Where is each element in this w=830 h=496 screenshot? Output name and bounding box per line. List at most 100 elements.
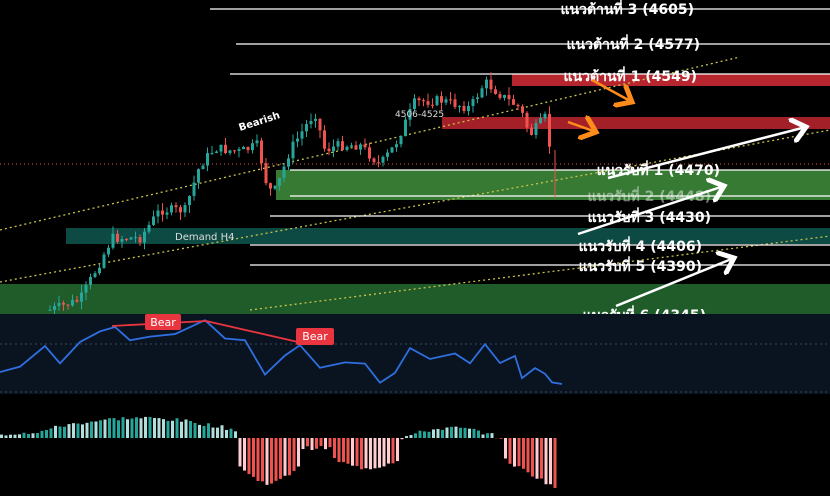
candle-body — [188, 196, 191, 205]
histogram-bar — [545, 438, 548, 484]
candle-body — [440, 96, 443, 103]
candle-body — [449, 99, 452, 100]
histogram-bar — [99, 420, 102, 438]
histogram-bar — [279, 438, 282, 479]
candle-body — [269, 183, 272, 188]
candle-body — [229, 150, 232, 153]
candle-body — [386, 153, 389, 157]
candle-body — [400, 136, 403, 144]
candle-body — [116, 234, 119, 242]
resistance-zone-lower — [442, 117, 830, 129]
histogram-bar — [90, 422, 93, 438]
histogram-bar — [293, 438, 296, 471]
candle-body — [467, 106, 470, 111]
histogram-bar — [383, 438, 386, 466]
candle-body — [184, 205, 187, 212]
histogram-bar — [212, 428, 215, 438]
histogram-bar — [140, 418, 143, 438]
candle-body — [445, 99, 448, 102]
histogram-bar — [284, 438, 287, 476]
histogram-bar — [419, 431, 422, 438]
candle-body — [121, 239, 124, 242]
histogram-bar — [378, 438, 381, 468]
histogram-bar — [68, 424, 71, 438]
histogram-bar — [396, 438, 399, 461]
candle-body — [170, 205, 173, 212]
candle-body — [62, 303, 65, 305]
histogram-bar — [333, 438, 336, 458]
candle-body — [323, 130, 326, 148]
candle-body — [301, 131, 304, 138]
histogram-bar — [360, 438, 363, 469]
histogram-bar — [338, 438, 341, 462]
histogram-bar — [306, 438, 309, 446]
candle-body — [485, 80, 488, 89]
histogram-bar — [225, 430, 228, 438]
candle-body — [548, 114, 551, 147]
candle-body — [512, 99, 515, 105]
histogram-bar — [540, 438, 543, 479]
candle-body — [71, 300, 74, 306]
candle-body — [476, 97, 479, 99]
histogram-bar — [518, 438, 521, 466]
candle-body — [53, 306, 56, 310]
histogram-bar — [509, 438, 512, 464]
candle-body — [422, 100, 425, 101]
histogram-bar — [455, 427, 458, 438]
histogram-bar — [482, 434, 485, 438]
candle-body — [499, 94, 502, 98]
candle-body — [328, 149, 331, 152]
histogram-bar — [473, 429, 476, 438]
candle-body — [134, 237, 137, 238]
candle-body — [530, 128, 533, 135]
candle-body — [350, 145, 353, 146]
candle-body — [458, 106, 461, 107]
candle-body — [161, 211, 164, 215]
histogram-bar — [311, 438, 314, 450]
histogram-bar — [203, 426, 206, 438]
candle-body — [494, 89, 497, 94]
histogram-bar — [320, 438, 323, 446]
candle-body — [364, 144, 367, 147]
histogram-bar — [491, 433, 494, 438]
histogram-bar — [77, 424, 80, 438]
candle-body — [175, 205, 178, 207]
candle-body — [544, 114, 547, 118]
candle-body — [76, 300, 79, 302]
candle-body — [431, 105, 434, 106]
histogram-bar — [32, 433, 35, 438]
histogram-bar — [401, 438, 404, 439]
candle-body — [274, 186, 277, 189]
candle-body — [332, 147, 335, 152]
candle-body — [521, 106, 524, 113]
histogram-bar — [95, 421, 98, 438]
histogram-bar — [315, 438, 318, 449]
candle-body — [296, 139, 299, 142]
histogram-bar — [239, 438, 242, 466]
candle-body — [107, 248, 110, 255]
candle-body — [89, 277, 92, 285]
histogram-bar — [347, 438, 350, 464]
histogram-bar — [63, 427, 66, 438]
resistance-label-2: แนวต้านที่ 2 (4577) — [567, 34, 700, 53]
histogram-bar — [410, 435, 413, 438]
histogram-bar — [522, 438, 525, 469]
candle-body — [206, 153, 209, 166]
histogram-bar — [185, 419, 188, 438]
histogram-bar — [446, 427, 449, 438]
resistance-label-1: แนวต้านที่ 1 (4549) — [564, 66, 697, 85]
candle-body — [436, 96, 439, 105]
histogram-bar — [257, 438, 260, 481]
candle-body — [418, 98, 421, 100]
histogram-bar — [441, 430, 444, 438]
histogram-bar — [437, 429, 440, 438]
resistance-label-3: แนวต้านที่ 3 (4605) — [561, 0, 694, 18]
histogram-bar — [275, 438, 278, 481]
candle-body — [355, 145, 358, 149]
histogram-bar — [531, 438, 534, 477]
histogram-bar — [180, 422, 183, 438]
candle-body — [314, 119, 317, 121]
candle-body — [238, 149, 241, 151]
candle-body — [125, 239, 128, 240]
